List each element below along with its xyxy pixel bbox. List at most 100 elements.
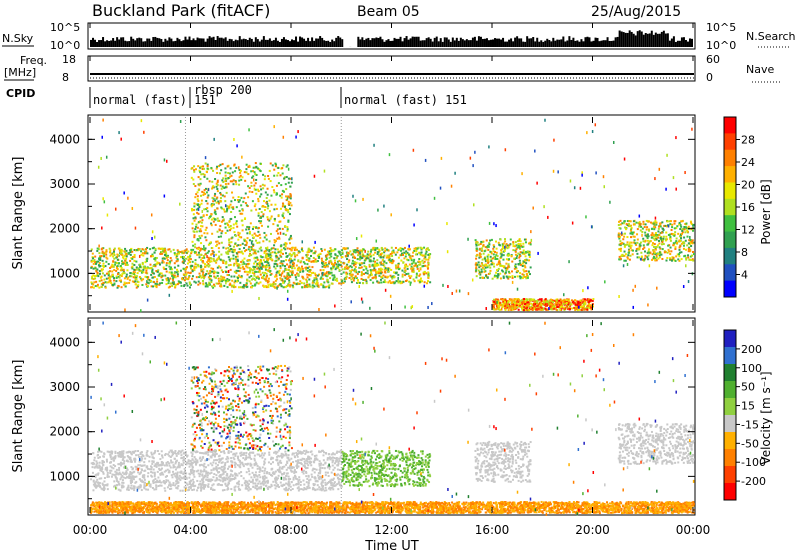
scatter-point: [196, 195, 199, 198]
scatter-point: [195, 266, 198, 269]
cpid-label: CPID: [6, 87, 35, 100]
scatter-point: [144, 248, 147, 251]
scatter-point: [223, 195, 226, 198]
scatter-point: [208, 180, 211, 183]
nsky-bar: [453, 40, 456, 47]
scatter-point: [637, 248, 640, 251]
scatter-point: [282, 190, 285, 193]
scatter-point: [419, 260, 422, 263]
scatter-point: [516, 300, 519, 303]
nsky-bar: [469, 40, 472, 47]
scatter-point: [245, 241, 248, 244]
scatter-point: [264, 278, 267, 281]
scatter-point: [545, 300, 548, 303]
scatter-point: [521, 307, 524, 310]
scatter-point: [381, 258, 384, 261]
scatter-point: [219, 163, 222, 166]
scatter-point: [257, 250, 260, 253]
scatter-point: [101, 247, 104, 250]
scatter-point: [266, 248, 269, 251]
scatter-point: [289, 234, 292, 237]
scatter-point: [546, 301, 549, 304]
scatter-point: [485, 264, 488, 267]
scatter-point: [297, 251, 300, 254]
scatter-point: [641, 227, 644, 230]
scatter-point: [208, 242, 211, 245]
scatter-point: [502, 242, 505, 245]
cpid-segment-label: normal (fast) 151: [344, 93, 467, 107]
scatter-point: [518, 239, 521, 242]
scatter-point: [586, 298, 589, 301]
scatter-point: [623, 244, 626, 247]
scatter-point: [281, 264, 284, 267]
scatter-point: [418, 251, 421, 254]
scatter-point: [273, 168, 276, 171]
scatter-point: [145, 488, 148, 491]
scatter-point: [274, 279, 277, 282]
scatter-point: [133, 259, 136, 262]
scatter-point: [288, 279, 291, 282]
scatter-point: [360, 297, 363, 301]
scatter-point: [301, 276, 304, 279]
nsky-bar: [361, 37, 364, 47]
scatter-point: [344, 247, 347, 250]
scatter-point: [483, 257, 486, 260]
scatter-point: [215, 167, 218, 170]
scatter-point: [306, 266, 309, 269]
scatter-point: [398, 248, 401, 251]
scatter-point: [479, 276, 482, 279]
scatter-point: [415, 248, 418, 251]
nsky-bar: [272, 40, 275, 47]
scatter-point: [334, 253, 337, 256]
scatter-point: [221, 219, 224, 222]
scatter-point: [375, 270, 377, 274]
scatter-point: [511, 306, 514, 309]
scatter-point: [504, 240, 507, 243]
scatter-point: [240, 276, 243, 279]
scatter-point: [518, 275, 521, 278]
scatter-point: [284, 245, 287, 248]
scatter-point: [681, 220, 684, 223]
scatter-point: [254, 173, 257, 176]
scatter-point: [256, 275, 259, 278]
scatter-point: [245, 204, 248, 207]
scatter-point: [380, 281, 383, 284]
scatter-point: [273, 174, 276, 177]
scatter-point: [273, 251, 276, 254]
scatter-point: [193, 165, 196, 168]
scatter-point: [523, 260, 526, 263]
scatter-point: [673, 233, 676, 236]
scatter-point: [629, 229, 632, 232]
scatter-point: [237, 238, 240, 241]
scatter-point: [288, 247, 291, 250]
scatter-point: [681, 241, 684, 244]
scatter-point: [102, 247, 105, 250]
scatter-point: [213, 254, 215, 258]
scatter-point: [142, 266, 145, 269]
scatter-point: [293, 253, 296, 256]
scatter-point: [451, 291, 453, 295]
scatter-point: [536, 301, 539, 304]
nsky-bar: [337, 36, 340, 47]
scatter-point: [299, 267, 302, 270]
scatter-point: [312, 271, 315, 274]
scatter-point: [495, 274, 498, 277]
scatter-point: [482, 252, 485, 255]
scatter-point: [567, 298, 570, 301]
scatter-point: [563, 306, 566, 309]
scatter-point: [523, 238, 526, 241]
scatter-point: [363, 259, 366, 262]
scatter-point: [280, 248, 283, 251]
scatter-point: [251, 271, 254, 274]
scatter-point: [419, 251, 422, 254]
scatter-point: [282, 135, 285, 139]
scatter-point: [235, 220, 238, 223]
scatter-point: [205, 200, 208, 203]
scatter-point: [172, 248, 175, 251]
nsky-bar: [389, 40, 392, 47]
scatter-point: [206, 232, 209, 235]
scatter-point: [562, 300, 565, 303]
scatter-point: [307, 248, 310, 251]
scatter-point: [111, 275, 114, 278]
scatter-point: [169, 282, 172, 285]
